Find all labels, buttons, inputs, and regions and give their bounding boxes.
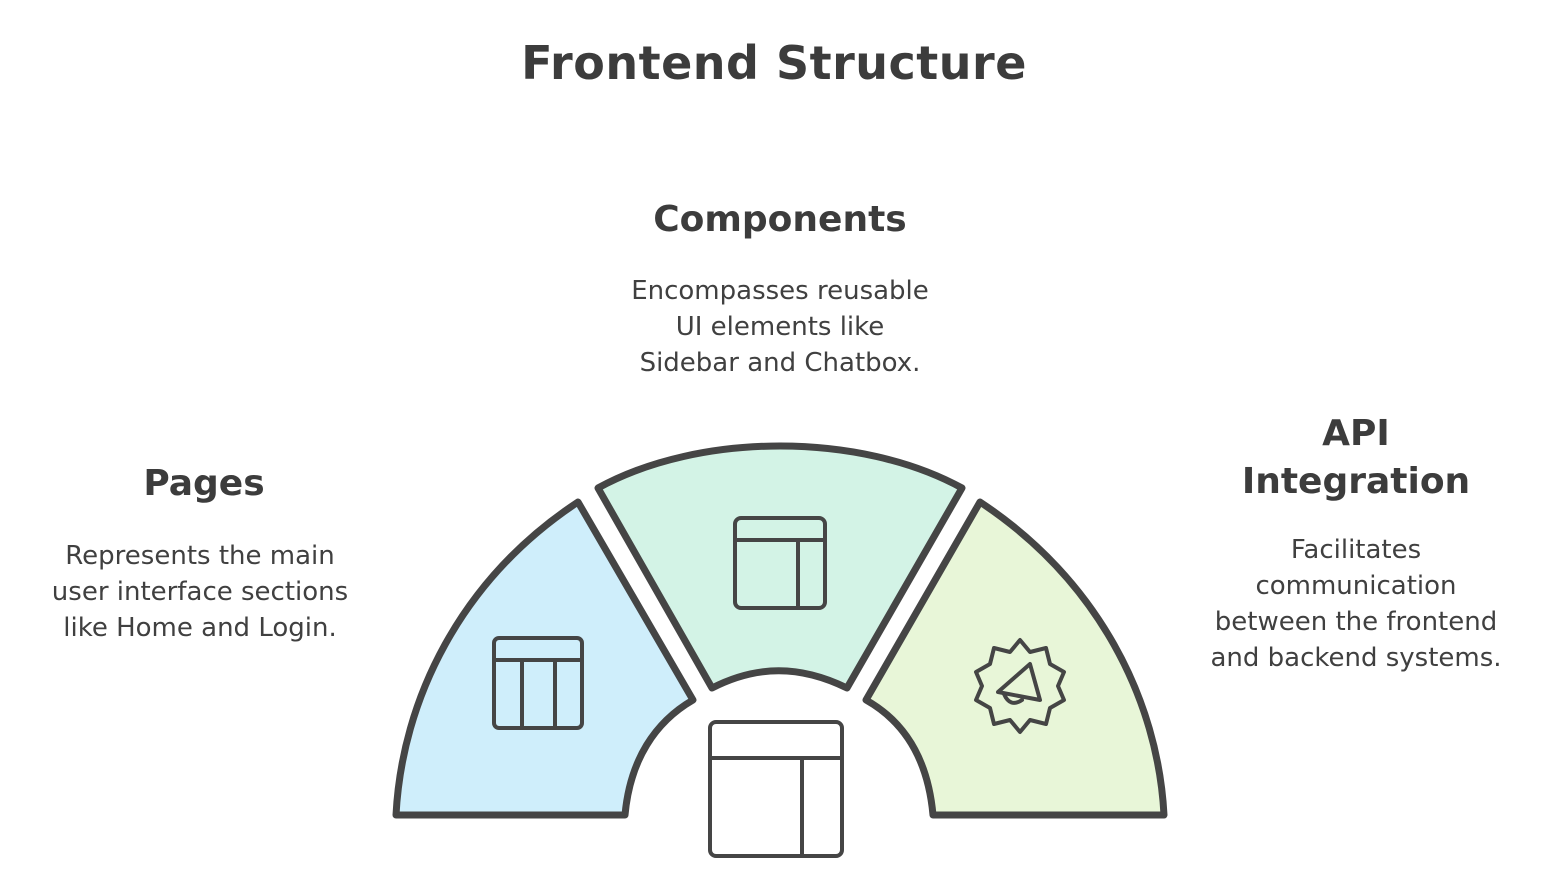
layout-columns-icon [492, 636, 584, 730]
components-heading: Components [653, 199, 907, 240]
layout-sidebar-icon [733, 516, 827, 610]
pages-heading: Pages [143, 463, 265, 504]
pages-description: Represents the main user interface secti… [51, 541, 349, 643]
page-title: Frontend Structure [521, 36, 1027, 90]
components-description: Encompasses reusable UI elements like Si… [631, 276, 929, 378]
megaphone-gear-icon [974, 638, 1066, 734]
api-integration-heading: API Integration [1241, 413, 1471, 502]
segment-components [594, 442, 966, 692]
segment-api-integration [862, 498, 1168, 819]
api-integration-description: Facilitates communication between the fr… [1210, 535, 1502, 673]
layout-window-icon [708, 720, 844, 858]
